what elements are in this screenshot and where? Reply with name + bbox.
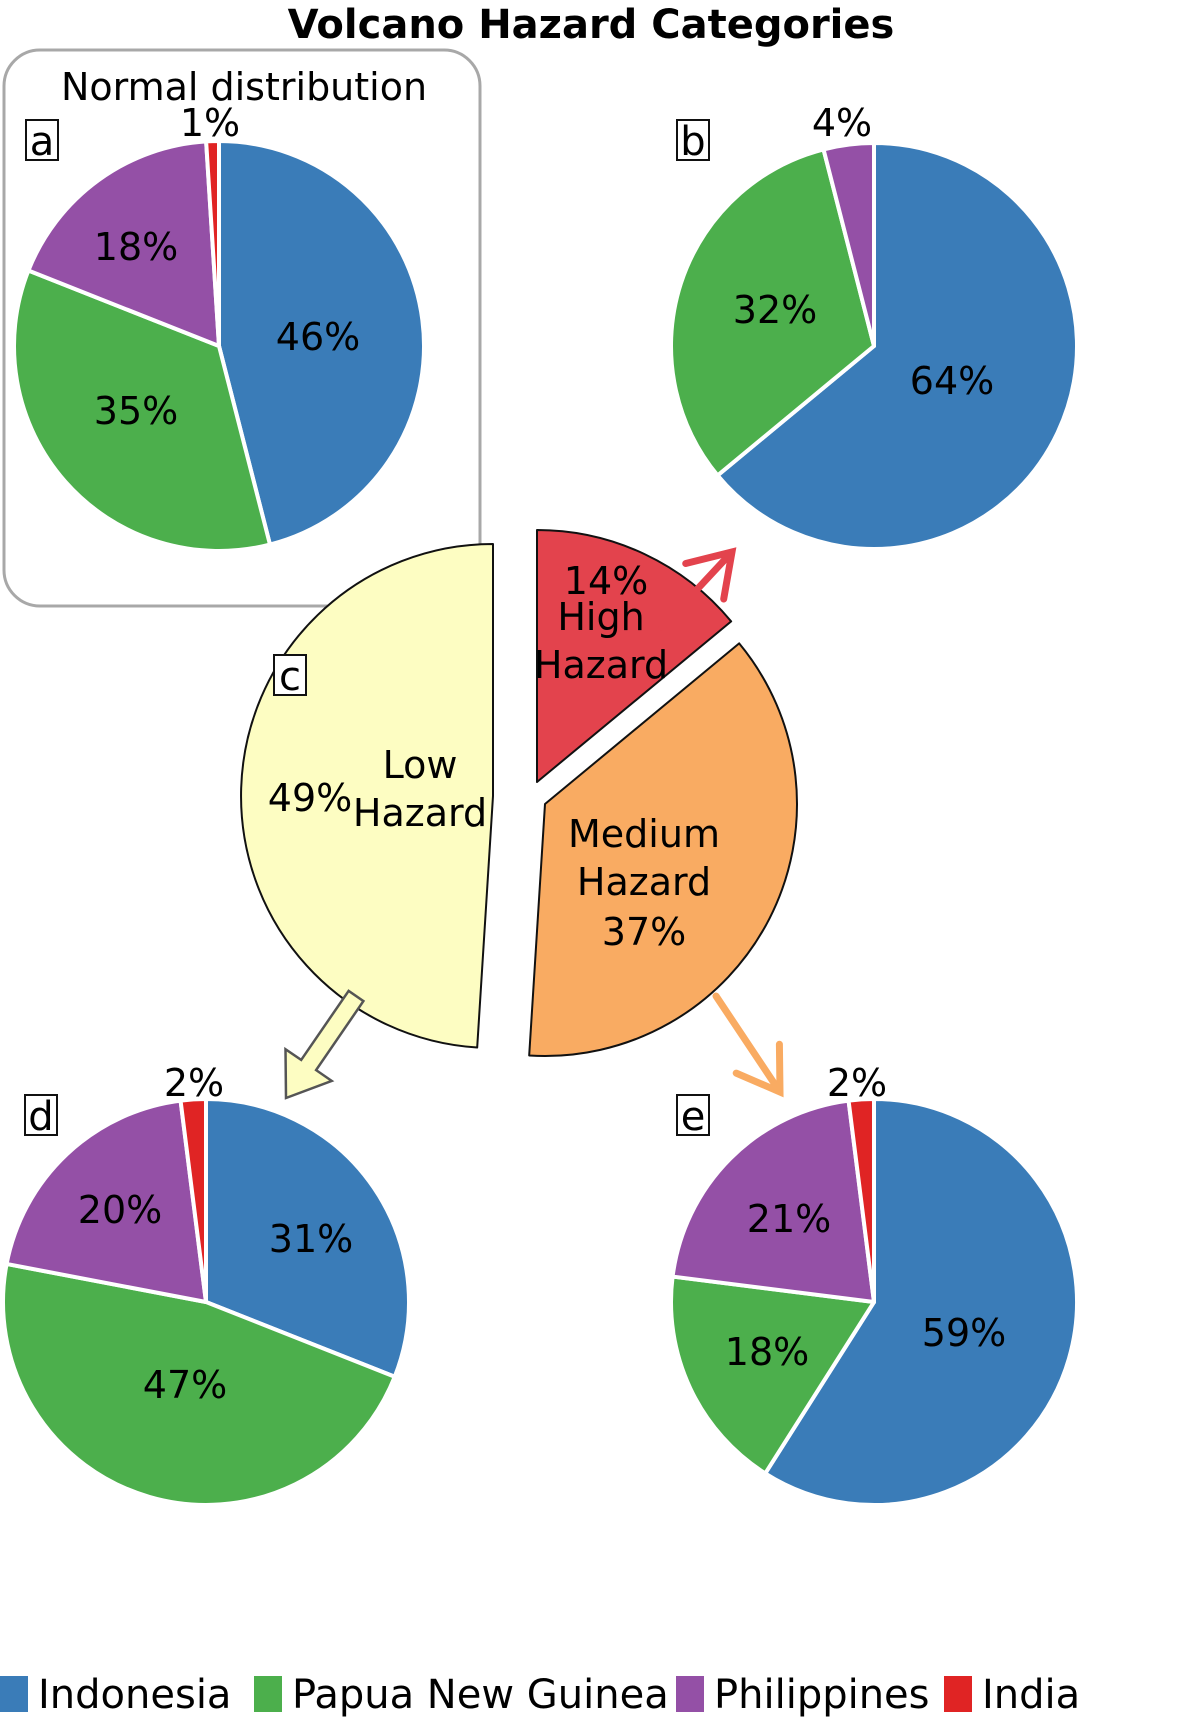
panel-a-subtitle: Normal distribution	[61, 65, 427, 109]
pie-c-label-medium-hazard-name-0: Medium	[568, 812, 720, 856]
pie-d-slice-indonesia	[204, 1097, 411, 1379]
pie-c-slice-high-hazard	[536, 529, 733, 783]
pie-c-label-high-hazard-name-1: Hazard	[534, 643, 668, 687]
pie-e-slice-papua-new-guinea	[669, 1274, 876, 1476]
pie-d-slice-india	[178, 1097, 208, 1304]
legend-item-indonesia: Indonesia	[0, 1672, 231, 1718]
pie-a-label-papua-new-guinea: 35%	[94, 389, 178, 433]
pie-e-label-indonesia: 59%	[922, 1311, 1006, 1355]
legend-swatch-indonesia	[0, 1676, 28, 1712]
pie-a-label-indonesia: 46%	[276, 315, 360, 359]
arrow-high-to-b	[658, 547, 737, 631]
pie-b-slice-indonesia	[715, 141, 1080, 551]
legend-swatch-philippines	[676, 1676, 704, 1712]
panel-a-letter-box	[25, 119, 59, 161]
panel-e-letter: e	[681, 1094, 706, 1140]
pie-c-label-medium-hazard-name-1: Hazard	[577, 860, 711, 904]
legend-label-india: India	[982, 1672, 1080, 1718]
pie-d-label-philippines: 20%	[78, 1188, 162, 1232]
pie-c-label-low-hazard-name-1: Hazard	[353, 791, 487, 835]
pie-c-label-high-hazard-pct: 14%	[564, 559, 648, 603]
panel-c-letter: c	[279, 654, 301, 700]
legend-swatch-papua-new-guinea	[254, 1676, 282, 1712]
pie-d-label-papua-new-guinea: 47%	[143, 1363, 227, 1407]
pie-c-slice-medium-hazard	[528, 642, 798, 1057]
pie-a-slice-indonesia	[217, 139, 426, 547]
pie-a-slice-philippines	[26, 139, 221, 348]
legend-item-philippines: Philippines	[676, 1672, 930, 1718]
pie-e: 59% 18% 21% 2% e	[669, 1061, 1079, 1507]
legend-swatch-india	[944, 1676, 972, 1712]
pie-b-label-philippines: 4%	[812, 101, 872, 145]
pie-c-label-low-hazard-pct: 49%	[268, 776, 352, 820]
pie-c-label-medium-hazard-pct: 37%	[602, 910, 686, 954]
pie-b-slice-papua-new-guinea	[669, 147, 876, 478]
panel-c-letter-box	[273, 654, 307, 696]
arrow-medium-to-e	[712, 992, 784, 1098]
legend-item-india: India	[944, 1672, 1080, 1718]
pie-e-label-papua-new-guinea: 18%	[725, 1330, 809, 1374]
figure-title: Volcano Hazard Categories	[288, 2, 895, 48]
pie-e-slice-philippines	[670, 1098, 876, 1304]
legend-label-indonesia: Indonesia	[38, 1672, 231, 1718]
pie-c: HighHazardMediumHazard37%LowHazard14%49%…	[240, 529, 798, 1057]
legend-label-papua-new-guinea: Papua New Guinea	[292, 1672, 669, 1718]
pie-e-slice-india	[846, 1097, 876, 1304]
pie-a-label-india: 1%	[180, 101, 240, 145]
panel-d-letter: d	[28, 1094, 53, 1140]
pie-d-slice-papua-new-guinea	[1, 1261, 397, 1507]
pie-a: 46% 35% 18% 1% a	[12, 101, 426, 553]
pie-e-label-india: 2%	[827, 1061, 887, 1105]
legend-label-philippines: Philippines	[714, 1672, 930, 1718]
arrow-low-to-d	[284, 989, 366, 1100]
legend-item-papua-new-guinea: Papua New Guinea	[254, 1672, 669, 1718]
panel-d-letter-box	[24, 1094, 58, 1136]
pie-c-label-high-hazard-name-0: High	[557, 595, 644, 639]
pie-b-label-papua-new-guinea: 32%	[733, 288, 817, 332]
pie-d-slice-philippines	[4, 1098, 208, 1304]
pie-d: 31% 47% 20% 2% d	[1, 1061, 411, 1507]
panel-e-letter-box	[676, 1094, 710, 1136]
panel-a-letter: a	[30, 119, 55, 165]
panel-a-frame	[2, 48, 482, 608]
pie-e-label-philippines: 21%	[747, 1197, 831, 1241]
pie-a-label-philippines: 18%	[94, 225, 178, 269]
pie-b-slice-philippines	[821, 141, 876, 348]
panel-b-letter-box	[676, 119, 710, 161]
pie-a-slice-india	[204, 138, 221, 348]
pie-a-slice-papua-new-guinea	[12, 268, 272, 553]
pie-e-slice-indonesia	[763, 1097, 1079, 1507]
panel-b-letter: b	[680, 119, 705, 165]
pie-b: 64% 32% 4% b	[669, 101, 1080, 551]
pie-d-label-indonesia: 31%	[269, 1217, 353, 1261]
pie-b-label-indonesia: 64%	[910, 359, 994, 403]
pie-d-label-india: 2%	[164, 1061, 224, 1105]
pie-c-label-low-hazard-name-0: Low	[383, 743, 458, 787]
